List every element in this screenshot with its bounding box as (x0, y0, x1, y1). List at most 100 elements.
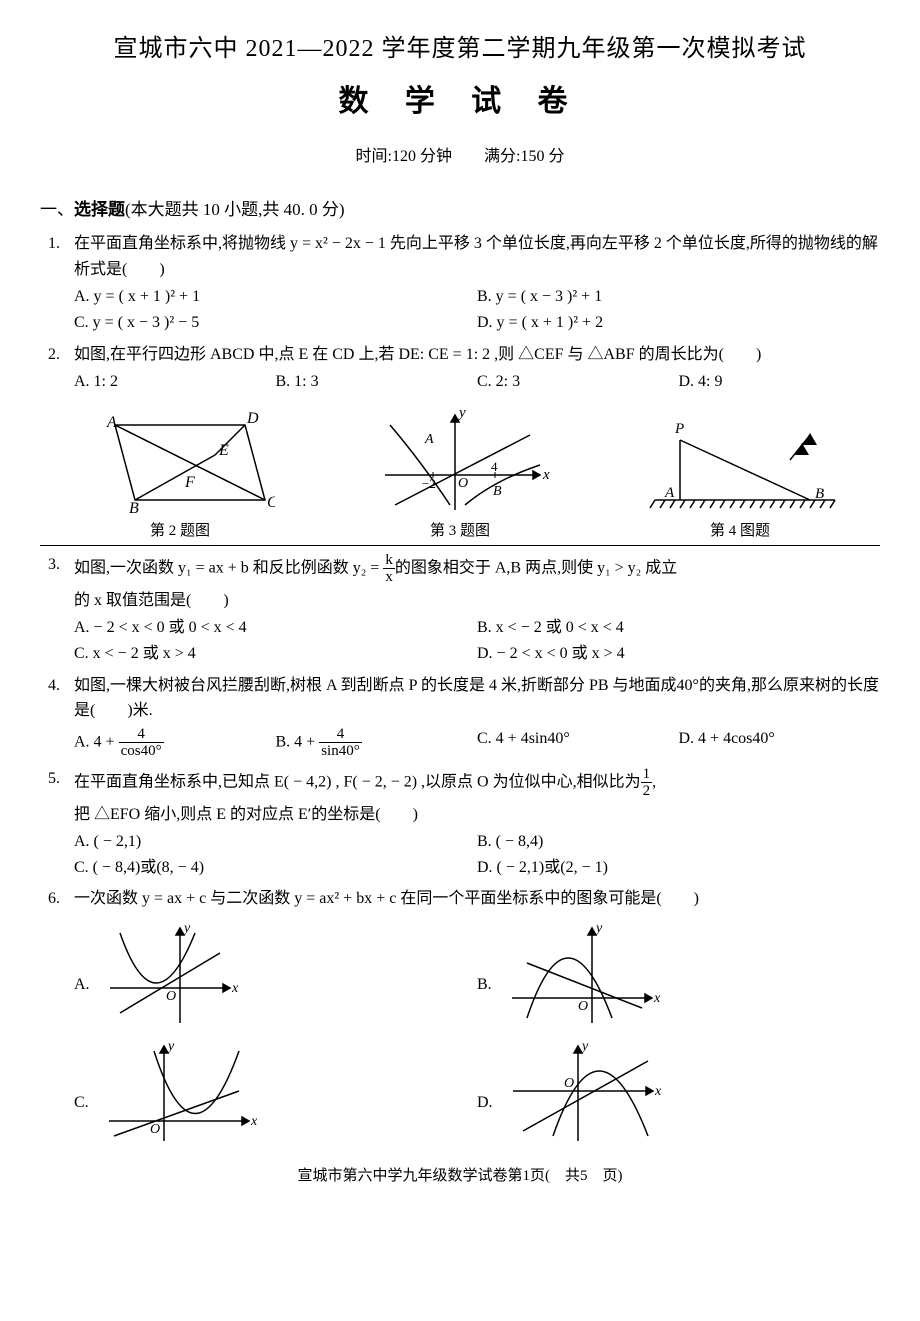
svg-text:F: F (184, 474, 195, 491)
q2-number: 2. (48, 342, 60, 368)
q4-opt-b: B. 4 + 4sin40° (276, 726, 478, 760)
q3-frac-num: k (383, 552, 395, 570)
svg-text:x: x (231, 981, 239, 996)
svg-text:P: P (674, 421, 684, 437)
q2-opt-a: A. 1: 2 (74, 369, 276, 395)
q5-opt-c: C. ( − 8,4)或(8, − 4) (74, 855, 477, 881)
section-suffix: (本大题共 10 小题,共 40. 0 分) (125, 200, 345, 219)
q4-number: 4. (48, 673, 60, 699)
section-name: 选择题 (74, 200, 125, 219)
svg-text:4: 4 (491, 459, 498, 474)
svg-text:B: B (493, 484, 502, 499)
q5-frac-num: 1 (641, 766, 653, 784)
time-label: 时间:120 分钟 (356, 148, 452, 165)
svg-text:B: B (129, 500, 139, 515)
section-1-header: 一、选择题(本大题共 10 小题,共 40. 0 分) (40, 196, 880, 223)
q4-opt-c: C. 4 + 4sin40° (477, 726, 679, 760)
figure-q4-caption: 第 4 图题 (600, 519, 880, 543)
tree-diagram-icon: A P B (635, 405, 845, 515)
q4-a-num: 4 (119, 726, 164, 744)
q2-opt-b: B. 1: 3 (276, 369, 478, 395)
q3-fraction: kx (383, 552, 395, 586)
q1-opt-a: A. y = ( x + 1 )² + 1 (74, 284, 477, 310)
q3-opt-d: D. − 2 < x < 0 或 x > 4 (477, 641, 880, 667)
q5-opt-b: B. ( − 8,4) (477, 829, 880, 855)
svg-text:O: O (564, 1076, 574, 1091)
q4-b-frac: 4sin40° (319, 726, 362, 760)
svg-text:y: y (166, 1039, 175, 1054)
svg-text:O: O (166, 989, 176, 1004)
q3-opt-c: C. x < − 2 或 x > 4 (74, 641, 477, 667)
q3-text: 如图,一次函数 y₁ = ax + b 和反比例函数 y₂ = kx的图象相交于… (74, 552, 880, 586)
q4-options: A. 4 + 4cos40° B. 4 + 4sin40° C. 4 + 4si… (74, 726, 880, 760)
svg-text:A: A (106, 414, 117, 431)
q5-fraction: 12 (641, 766, 653, 800)
q1-opt-b: B. y = ( x − 3 )² + 1 (477, 284, 880, 310)
q1-opt-d: D. y = ( x + 1 )² + 2 (477, 310, 880, 336)
q3-frac-den: x (383, 569, 395, 586)
q4-b-pre: B. 4 + (276, 733, 320, 750)
q4-a-frac: 4cos40° (119, 726, 164, 760)
q3-opt-b: B. x < − 2 或 0 < x < 4 (477, 615, 880, 641)
q5-text-post: , (652, 773, 656, 790)
q5-text-2: 把 △EFO 缩小,则点 E 的对应点 E′的坐标是( ) (74, 802, 880, 828)
q6-text: 一次函数 y = ax + c 与二次函数 y = ax² + bx + c 在… (74, 886, 880, 912)
question-5: 5. 在平面直角坐标系中,已知点 E( − 4,2) , F( − 2, − 2… (74, 766, 880, 881)
q1-opt-c: C. y = ( x − 3 )² − 5 (74, 310, 477, 336)
graph-diagram-icon: x y A B −2 O 4 (365, 405, 555, 515)
svg-text:A: A (664, 485, 675, 501)
svg-text:y: y (457, 405, 466, 421)
figure-q2: A D B C E F 第 2 题图 (40, 405, 320, 543)
q4-b-den: sin40° (319, 743, 362, 760)
q6-cell-d: D. x y O (477, 1036, 880, 1146)
svg-text:x: x (653, 991, 661, 1006)
svg-text:E: E (218, 442, 229, 459)
figure-q3-caption: 第 3 题图 (320, 519, 600, 543)
question-3: 3. 如图,一次函数 y₁ = ax + b 和反比例函数 y₂ = kx的图象… (74, 552, 880, 667)
svg-text:x: x (542, 467, 550, 483)
q6-graph-b-icon: x y O (502, 918, 662, 1028)
figure-q4: A P B 第 4 图题 (600, 405, 880, 543)
svg-text:A: A (424, 432, 434, 447)
q6-cell-c: C. x y O (74, 1036, 477, 1146)
q6-cell-a: A. x y O (74, 918, 477, 1028)
q6-number: 6. (48, 886, 60, 912)
q6-label-b: B. (477, 972, 492, 998)
q6-cell-b: B. x y O (477, 918, 880, 1028)
figure-q2-caption: 第 2 题图 (40, 519, 320, 543)
q4-opt-a: A. 4 + 4cos40° (74, 726, 276, 760)
svg-text:D: D (246, 410, 259, 427)
figure-q3: x y A B −2 O 4 第 3 题图 (320, 405, 600, 543)
svg-text:B: B (815, 486, 824, 502)
q4-text: 如图,一棵大树被台风拦腰刮断,树根 A 到刮断点 P 的长度是 4 米,折断部分… (74, 673, 880, 724)
q6-figures: A. x y O B. (74, 918, 880, 1154)
svg-text:y: y (580, 1039, 589, 1054)
q1-options: A. y = ( x + 1 )² + 1 B. y = ( x − 3 )² … (74, 284, 880, 335)
exam-meta: 时间:120 分钟 满分:150 分 (40, 144, 880, 170)
page-footer: 宣城市第六中学九年级数学试卷第1页( 共5 页) (40, 1164, 880, 1188)
svg-text:y: y (594, 921, 603, 936)
q5-opt-a: A. ( − 2,1) (74, 829, 477, 855)
svg-text:x: x (654, 1084, 662, 1099)
q3-options: A. − 2 < x < 0 或 0 < x < 4 B. x < − 2 或 … (74, 615, 880, 666)
q6-graph-c-icon: x y O (99, 1036, 259, 1146)
section-prefix: 一、 (40, 200, 74, 219)
q5-text-pre: 在平面直角坐标系中,已知点 E( − 4,2) , F( − 2, − 2) ,… (74, 773, 641, 790)
svg-text:y: y (182, 921, 191, 936)
svg-text:x: x (250, 1114, 258, 1129)
q5-text: 在平面直角坐标系中,已知点 E( − 4,2) , F( − 2, − 2) ,… (74, 766, 880, 800)
q4-opt-d: D. 4 + 4cos40° (679, 726, 881, 760)
q4-a-den: cos40° (119, 743, 164, 760)
q6-label-c: C. (74, 1090, 89, 1116)
q5-frac-den: 2 (641, 783, 653, 800)
figure-row-1: A D B C E F 第 2 题图 x y A B −2 O (40, 405, 880, 546)
q3-text-post: 的图象相交于 A,B 两点,则使 y₁ > y₂ 成立 (395, 559, 677, 576)
svg-text:−2: −2 (422, 476, 436, 491)
question-6: 6. 一次函数 y = ax + c 与二次函数 y = ax² + bx + … (74, 886, 880, 1154)
q3-number: 3. (48, 552, 60, 578)
q6-graph-a-icon: x y O (100, 918, 240, 1028)
q2-text: 如图,在平行四边形 ABCD 中,点 E 在 CD 上,若 DE: CE = 1… (74, 342, 880, 368)
question-1: 1. 在平面直角坐标系中,将抛物线 y = x² − 2x − 1 先向上平移 … (74, 231, 880, 335)
svg-text:O: O (458, 476, 468, 491)
main-title: 宣城市六中 2021—2022 学年度第二学期九年级第一次模拟考试 (40, 30, 880, 68)
